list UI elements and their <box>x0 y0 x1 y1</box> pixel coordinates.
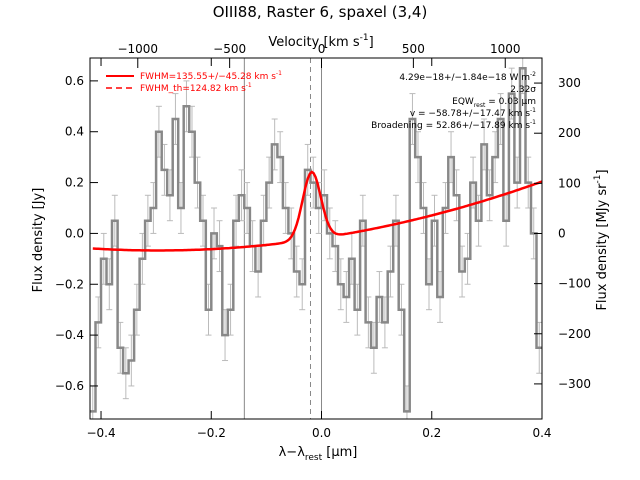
y-tick-label: −0.2 <box>55 277 84 291</box>
y-tick-label: 0.2 <box>65 176 84 190</box>
y-axis-ticks: −0.6 −0.4 −0.2 0.0 0.2 0.4 0.6 <box>55 74 98 393</box>
y2-tick-label: 300 <box>558 76 581 90</box>
x2-tick-label: 1000 <box>490 42 521 56</box>
annotation-sigma: 2.32σ <box>510 85 536 95</box>
fit-line <box>92 170 543 252</box>
y-tick-label: 0.6 <box>65 74 84 88</box>
annotation-flux: 4.29e−18+/−1.84e−18 W m-2 <box>399 71 536 83</box>
y-axis-label: Flux density [Jy] <box>31 188 46 293</box>
y2-tick-label: 200 <box>558 126 581 140</box>
x-axis-label: λ−λrest [μm] <box>279 445 358 463</box>
y2-tick-label: 0 <box>558 226 566 240</box>
y2-tick-label: 100 <box>558 176 581 190</box>
y2-axis-label: Flux density [MJy sr-1] <box>593 169 610 310</box>
x-axis-ticks: −0.4 −0.2 0.0 0.2 0.4 <box>86 58 552 440</box>
legend-label-fwhm: FWHM=135.55+/−45.28 km s-1 <box>140 70 282 82</box>
chart-title: OIII88, Raster 6, spaxel (3,4) <box>213 3 428 21</box>
y-tick-label: −0.6 <box>55 379 84 393</box>
legend: FWHM=135.55+/−45.28 km s-1 FWHM_th=124.8… <box>106 70 282 94</box>
x2-tick-label: 0 <box>318 42 326 56</box>
annotations: 4.29e−18+/−1.84e−18 W m-2 2.32σ EQWrest … <box>371 71 536 131</box>
x-tick-label: 0.0 <box>312 426 331 440</box>
annotation-broadening: Broadening = 52.86+/−17.89 km s-1 <box>371 119 536 131</box>
x2-axis-label: Velocity [km s-1] <box>268 33 373 50</box>
annotation-eqw: EQWrest = 0.03 μm <box>452 97 536 109</box>
plot-frame <box>89 57 543 420</box>
y-tick-label: 0.0 <box>65 226 84 240</box>
x2-tick-label: −500 <box>213 42 246 56</box>
y-tick-label: −0.4 <box>55 328 84 342</box>
x-tick-label: −0.4 <box>86 426 115 440</box>
y-tick-label: 0.4 <box>65 125 84 139</box>
y2-axis-ticks: −300 −200 −100 0 100 200 300 <box>534 76 591 391</box>
x-tick-label: −0.2 <box>197 426 226 440</box>
x-tick-label: 0.2 <box>422 426 441 440</box>
y2-tick-label: −300 <box>558 377 591 391</box>
spectrum-step-line <box>90 66 542 413</box>
y2-tick-label: −100 <box>558 277 591 291</box>
x-tick-label: 0.4 <box>532 426 551 440</box>
plot-area <box>89 57 543 420</box>
reference-lines <box>243 58 323 419</box>
y2-tick-label: −200 <box>558 327 591 341</box>
x2-tick-label: −1000 <box>117 42 158 56</box>
legend-label-fwhm-th: FWHM_th=124.82 km s-1 <box>140 82 252 94</box>
x2-tick-label: 500 <box>402 42 425 56</box>
annotation-velocity: v = −58.78+/−17.47 km s-1 <box>410 107 536 119</box>
x2-axis-ticks: −1000 −500 0 500 1000 <box>117 42 521 68</box>
